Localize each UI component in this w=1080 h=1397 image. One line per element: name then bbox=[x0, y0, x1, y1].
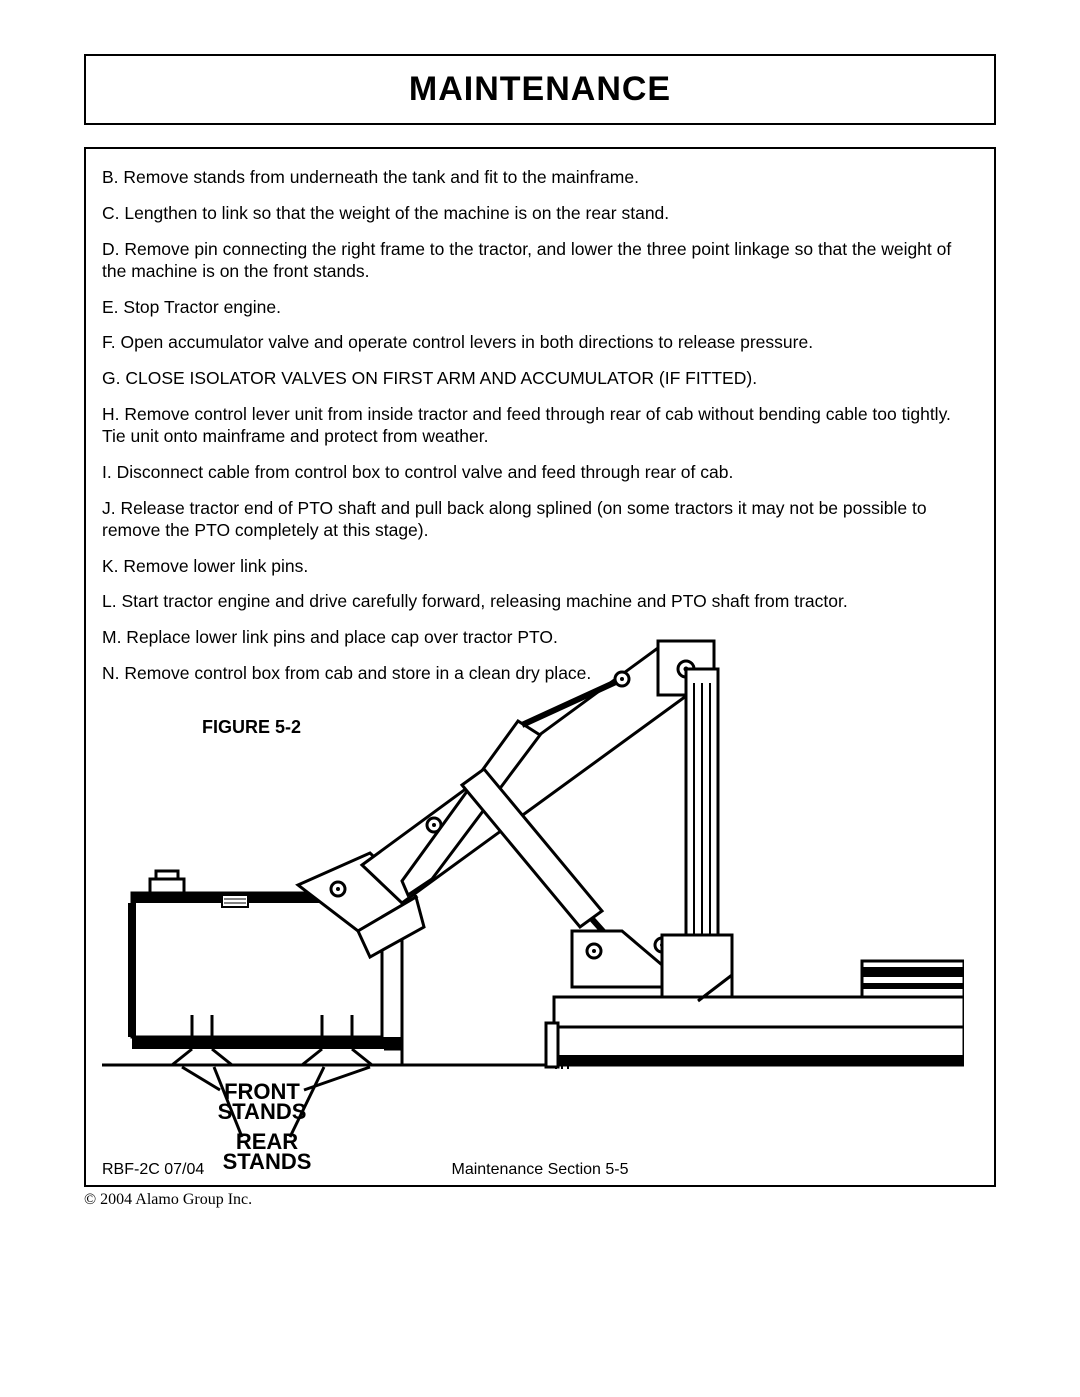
step-f: F. Open accumulator valve and operate co… bbox=[102, 332, 978, 354]
step-d: D. Remove pin connecting the right frame… bbox=[102, 239, 978, 283]
footer-section: Maintenance Section 5-5 bbox=[86, 1161, 994, 1179]
figure-5-2: FIGURE 5-2 bbox=[102, 635, 978, 1175]
figure-label: FIGURE 5-2 bbox=[202, 717, 301, 738]
page-title: MAINTENANCE bbox=[86, 70, 994, 109]
step-e: E. Stop Tractor engine. bbox=[102, 297, 978, 319]
step-b: B. Remove stands from underneath the tan… bbox=[102, 167, 978, 189]
machine-diagram: FRONT STANDS REAR STANDS bbox=[102, 635, 964, 1175]
step-i: I. Disconnect cable from control box to … bbox=[102, 462, 978, 484]
step-j: J. Release tractor end of PTO shaft and … bbox=[102, 498, 978, 542]
dipper-arm bbox=[686, 669, 718, 935]
step-h: H. Remove control lever unit from inside… bbox=[102, 404, 978, 448]
copyright: © 2004 Alamo Group Inc. bbox=[84, 1191, 996, 1209]
page: MAINTENANCE B. Remove stands from undern… bbox=[0, 0, 1080, 1397]
step-k: K. Remove lower link pins. bbox=[102, 556, 978, 578]
step-c: C. Lengthen to link so that the weight o… bbox=[102, 203, 978, 225]
front-stands-label-line2: STANDS bbox=[218, 1099, 307, 1124]
title-box: MAINTENANCE bbox=[84, 54, 996, 125]
step-g: G. CLOSE ISOLATOR VALVES ON FIRST ARM AN… bbox=[102, 368, 978, 390]
content-box: B. Remove stands from underneath the tan… bbox=[84, 147, 996, 1187]
step-list: B. Remove stands from underneath the tan… bbox=[102, 167, 978, 685]
dipper-cylinder bbox=[462, 769, 688, 987]
step-l: L. Start tractor engine and drive carefu… bbox=[102, 591, 978, 613]
